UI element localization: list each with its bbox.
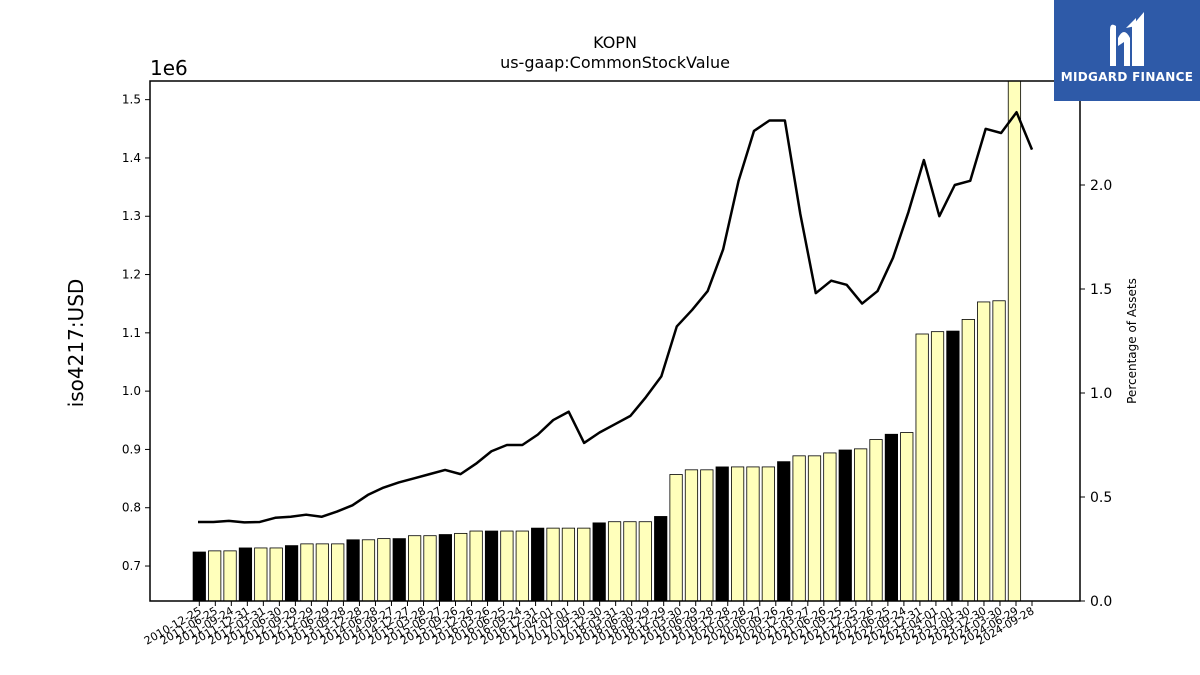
bar (254, 547, 268, 602)
x-axis-ticks: 2010-12-252011-06-252011-09-242011-12-31… (142, 601, 1037, 648)
bar (531, 527, 545, 602)
bar (977, 301, 991, 602)
bar (577, 527, 591, 602)
plot-frame (149, 80, 1081, 602)
bar (761, 466, 775, 602)
bar (961, 319, 975, 602)
bar (269, 547, 283, 602)
chart-subtitle: us-gaap:CommonStockValue (500, 53, 730, 72)
bar (469, 530, 483, 602)
bar (515, 530, 529, 602)
chart-title: KOPN (593, 33, 637, 52)
bar (669, 474, 683, 602)
y-tick-label: 1.5 (122, 93, 141, 107)
bar (438, 534, 452, 602)
bar (715, 466, 729, 602)
bar (746, 466, 760, 602)
bar (869, 439, 883, 602)
bar (300, 543, 314, 602)
bar (238, 547, 253, 602)
bar (331, 543, 345, 602)
bar (284, 545, 299, 602)
bar (623, 521, 637, 602)
bar (638, 521, 652, 602)
y-axis-label: iso4217:USD (64, 279, 88, 408)
logo-text: MIDGARD FINANCE (1060, 70, 1194, 84)
bar (838, 449, 852, 602)
y-axis-ticks: 0.7 0.8 0.9 1.0 1.1 1.2 1.3 1.4 1.5 (122, 93, 150, 573)
y-tick-label: 0.8 (122, 501, 141, 515)
y-offset-label: 1e6 (150, 56, 188, 80)
bar (315, 543, 329, 602)
y-tick-label: 0.7 (122, 559, 141, 573)
bar (377, 538, 391, 602)
bar (592, 522, 606, 602)
line-series (198, 110, 1034, 524)
bar (223, 550, 237, 602)
y-tick-label: 0.9 (122, 442, 141, 456)
bar (700, 469, 714, 602)
bar (484, 530, 499, 602)
bar (915, 333, 929, 602)
y-tick-label: 1.1 (122, 326, 141, 340)
bar (807, 455, 822, 602)
bar (546, 527, 560, 602)
bar (208, 550, 222, 602)
bar (361, 539, 376, 602)
bar (884, 433, 899, 602)
bar (930, 331, 945, 602)
bar (777, 461, 791, 602)
y-tick-label: 1.2 (122, 268, 141, 282)
bar (854, 448, 868, 602)
y-tick-label: 1.0 (122, 384, 141, 398)
bar (900, 432, 914, 602)
y2-tick-label: 2.0 (1090, 178, 1112, 194)
bar (684, 469, 699, 602)
bar (946, 330, 960, 602)
bar (731, 466, 745, 602)
bar (654, 516, 668, 602)
percentage-line (198, 110, 1034, 524)
bar (454, 532, 468, 602)
bar (792, 455, 806, 602)
y2-axis-label: Percentage of Assets (1125, 278, 1139, 404)
midgard-logo: MIDGARD FINANCE (1054, 0, 1200, 101)
bar (408, 535, 422, 602)
bar (823, 452, 837, 602)
bar (392, 538, 406, 602)
y2-tick-label: 0.5 (1090, 490, 1112, 506)
y2-tick-label: 1.5 (1090, 282, 1112, 298)
bar (1007, 80, 1022, 602)
bar (423, 535, 437, 602)
bar-series (192, 80, 1022, 602)
midgard-logo-icon (1110, 12, 1144, 67)
bar (992, 300, 1006, 602)
y-tick-label: 1.4 (122, 151, 141, 165)
bar (192, 551, 206, 602)
y2-tick-label: 1.0 (1090, 386, 1112, 402)
bar (607, 521, 622, 602)
bar (561, 527, 576, 602)
bar (346, 539, 360, 602)
y2-tick-label: 0.0 (1090, 594, 1112, 610)
bar (500, 530, 514, 602)
y-tick-label: 1.3 (122, 209, 141, 223)
y2-axis-ticks: 0.0 0.5 1.0 1.5 2.0 (1080, 178, 1112, 610)
